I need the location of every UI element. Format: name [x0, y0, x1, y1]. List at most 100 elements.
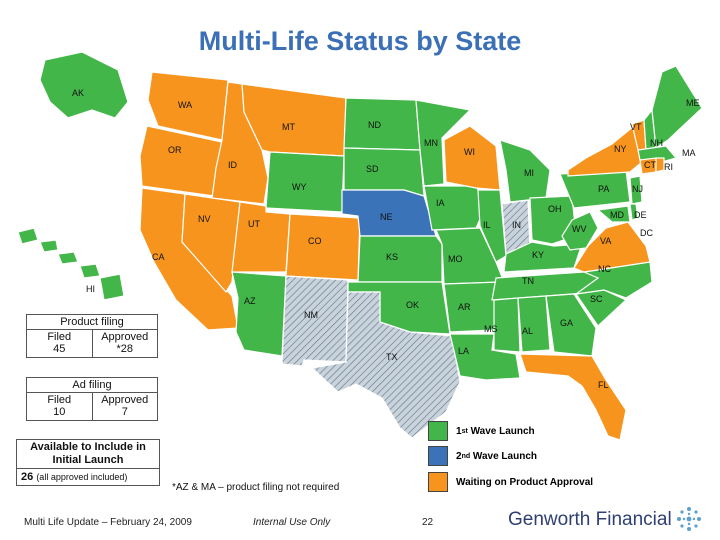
available-header-line2: Initial Launch — [52, 454, 124, 466]
state-TX — [310, 291, 461, 439]
state-MA — [637, 145, 678, 163]
available-count: 26 — [21, 471, 34, 483]
label-CA: CA — [152, 252, 165, 262]
label-NM: NM — [304, 310, 318, 320]
label-TN: TN — [522, 276, 534, 286]
label-MD: MD — [610, 210, 624, 220]
footer-page-number: 22 — [422, 517, 434, 528]
label-UT: UT — [248, 219, 260, 229]
label-IN: IN — [512, 220, 521, 230]
legend-waiting-label: Waiting on Product Approval — [456, 476, 594, 488]
label-PA: PA — [598, 184, 609, 194]
label-MO: MO — [448, 254, 463, 264]
label-AK: AK — [72, 88, 84, 98]
label-NC: NC — [598, 264, 611, 274]
legend-first-suffix: Wave Launch — [467, 425, 535, 437]
label-MS: MS — [484, 324, 498, 334]
label-ID: ID — [228, 160, 238, 170]
legend-swatch-blue — [428, 446, 448, 466]
label-MT: MT — [282, 122, 295, 132]
ad-filing-header: Ad filing — [27, 378, 157, 393]
label-NY: NY — [614, 144, 627, 154]
genworth-logo-icon — [677, 507, 701, 531]
product-filing-header: Product filing — [27, 315, 157, 330]
label-KS: KS — [386, 252, 398, 262]
label-WV: WV — [572, 224, 587, 234]
available-box: Available to Include in Initial Launch 2… — [16, 439, 160, 486]
product-filing-box: Product filing Filed 45 Approved *28 — [26, 314, 158, 358]
label-VT: VT — [630, 122, 642, 132]
legend-swatch-orange — [428, 472, 448, 492]
legend-second-suffix: Wave Launch — [470, 450, 537, 462]
label-OK: OK — [406, 300, 419, 310]
label-HI: HI — [86, 284, 95, 294]
state-WA — [147, 71, 229, 141]
ad-approved-value: 7 — [121, 406, 128, 418]
product-approved-value: *28 — [116, 343, 134, 355]
state-AZ — [231, 271, 287, 357]
state-NM — [281, 275, 349, 367]
label-IA: IA — [436, 198, 445, 208]
label-LA: LA — [458, 346, 469, 356]
state-GA — [545, 293, 597, 357]
product-filed-value: 45 — [53, 343, 66, 355]
label-ND: ND — [368, 120, 381, 130]
label-AZ: AZ — [244, 296, 256, 306]
label-VA: VA — [600, 236, 611, 246]
state-KS — [357, 235, 443, 283]
label-MN: MN — [424, 138, 438, 148]
legend-swatch-green — [428, 421, 448, 441]
ad-filed-value: 10 — [53, 406, 66, 418]
label-MI: MI — [524, 168, 534, 178]
label-CT: CT — [644, 160, 656, 170]
state-IL — [477, 189, 507, 263]
state-VA — [573, 221, 651, 273]
footer-brand: Genworth Financial — [508, 509, 672, 530]
state-NC — [575, 261, 653, 299]
label-SD: SD — [366, 164, 379, 174]
state-OR — [139, 125, 223, 197]
label-NH: NH — [650, 138, 663, 148]
state-MN — [415, 99, 472, 187]
state-AL — [517, 295, 551, 353]
state-CO — [285, 213, 361, 281]
label-OR: OR — [168, 145, 182, 155]
label-SC: SC — [590, 294, 603, 304]
state-MD — [596, 205, 631, 223]
label-NV: NV — [198, 214, 211, 224]
legend-first-sup: st — [461, 427, 468, 435]
legend-second-sup: nd — [461, 452, 471, 460]
label-TX: TX — [386, 352, 398, 362]
state-SD — [343, 147, 425, 197]
label-GA: GA — [560, 318, 573, 328]
state-UT — [231, 201, 291, 273]
label-NJ: NJ — [632, 184, 643, 194]
ad-filing-box: Ad filing Filed 10 Approved 7 — [26, 377, 158, 421]
state-NJ — [629, 175, 643, 205]
state-AK — [39, 51, 129, 119]
label-RI: RI — [664, 162, 673, 172]
state-FL — [519, 353, 627, 441]
legend-first-prefix: 1 — [456, 425, 462, 437]
legend-waiting: Waiting on Product Approval — [428, 472, 593, 492]
ad-approved-label: Approved — [101, 394, 149, 406]
available-header-line1: Available to Include in — [30, 441, 146, 453]
state-MS — [493, 297, 521, 353]
label-WY: WY — [292, 182, 307, 192]
page-title: Multi-Life Status by State — [198, 26, 522, 56]
label-FL: FL — [598, 380, 609, 390]
label-CO: CO — [308, 236, 322, 246]
label-OH: OH — [548, 204, 562, 214]
label-AL: AL — [522, 326, 533, 336]
state-HI — [17, 227, 125, 301]
label-ME: ME — [686, 98, 700, 108]
product-filed-label: Filed — [47, 331, 72, 343]
label-NE: NE — [380, 212, 393, 222]
ad-filed-label: Filed — [47, 394, 72, 406]
footer-date: Multi Life Update – February 24, 2009 — [24, 517, 192, 528]
label-MA: MA — [682, 148, 696, 158]
label-WI: WI — [464, 147, 475, 157]
